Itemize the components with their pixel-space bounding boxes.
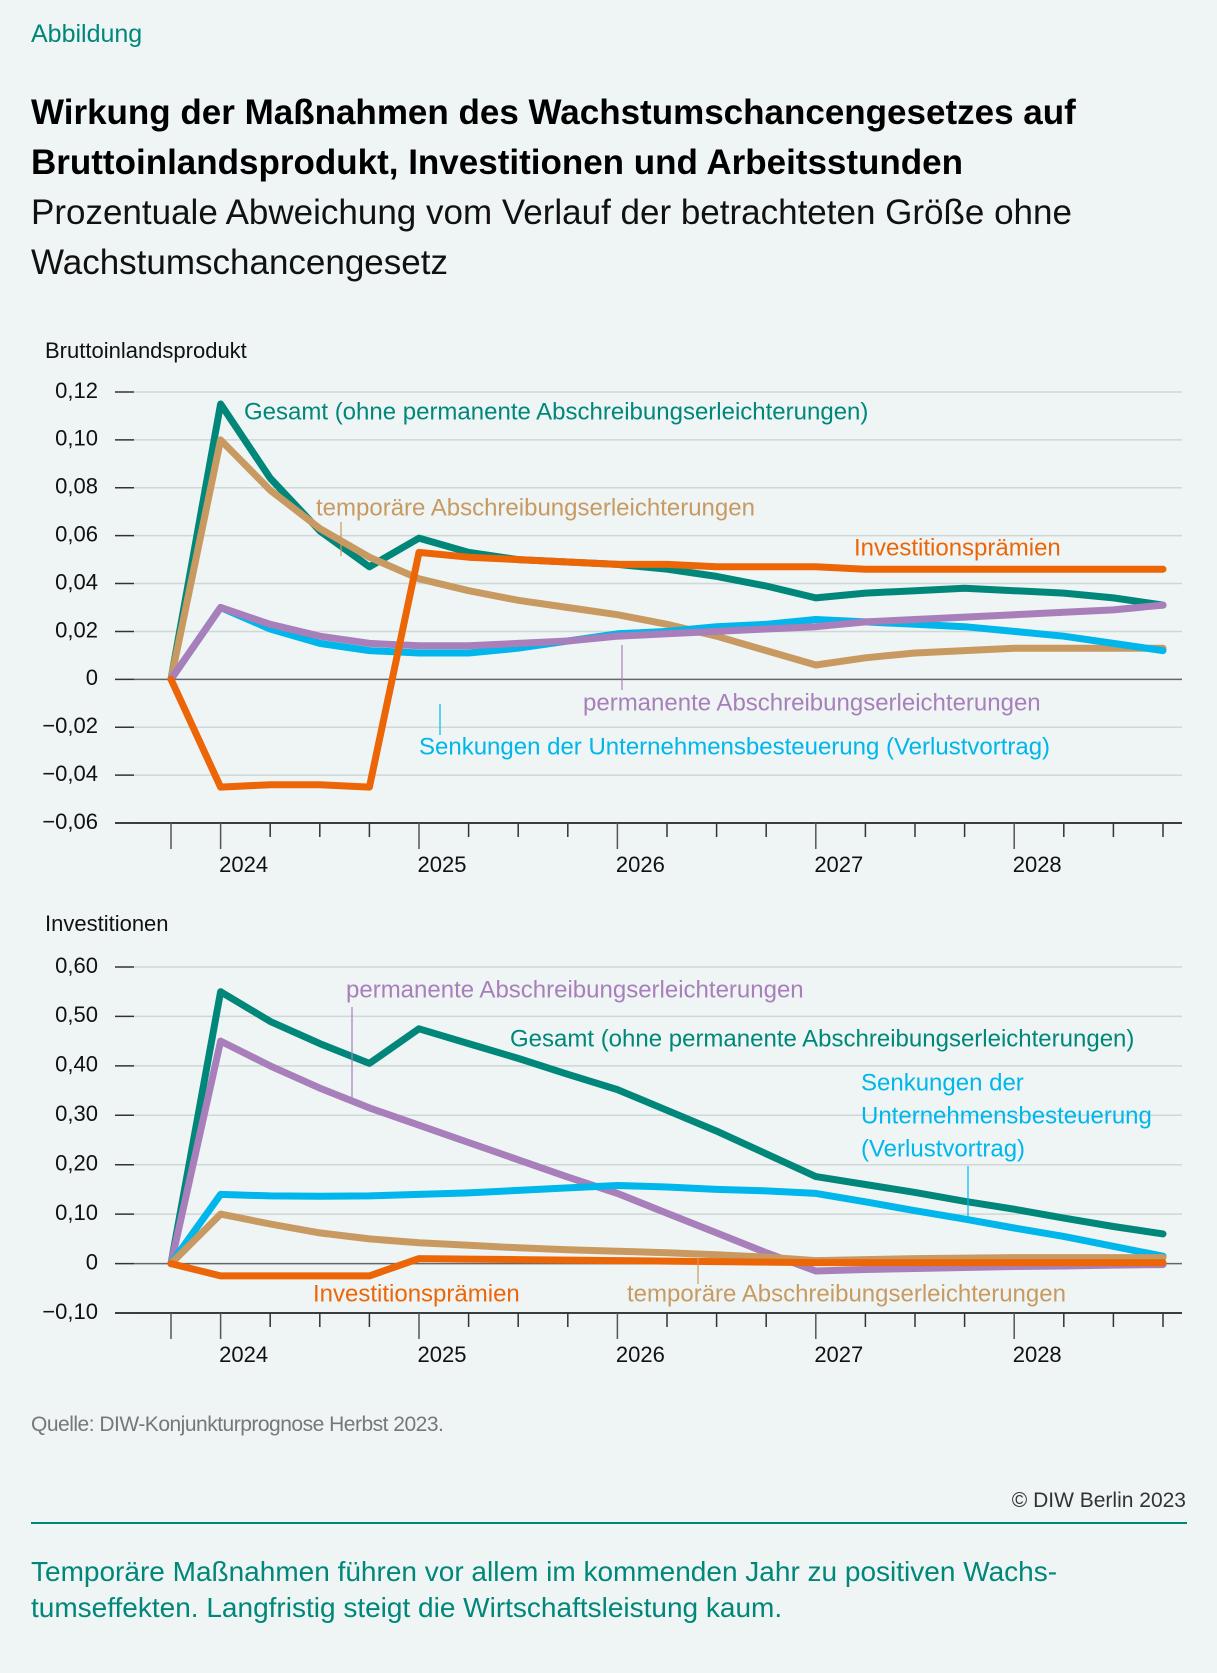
y-tick-label: 0 bbox=[86, 665, 98, 690]
copyright: © DIW Berlin 2023 bbox=[1011, 1489, 1186, 1512]
series-label-senkungen: Senkungen der Unternehmensbesteuerung (V… bbox=[419, 733, 1050, 760]
series-label-senkungen: (Verlustvortrag) bbox=[861, 1135, 1025, 1162]
divider bbox=[31, 1522, 1187, 1524]
chart-title: Wirkung der Maßnahmen des Wachstumschanc… bbox=[31, 93, 1076, 182]
series-label-permanent: permanente Abschreibungserleichterungen bbox=[583, 689, 1041, 716]
y-tick-label: 0,20 bbox=[55, 1151, 98, 1176]
series-label-senkungen: Unternehmensbesteuerung bbox=[861, 1102, 1152, 1129]
y-tick-label: 0,30 bbox=[55, 1101, 98, 1126]
y-tick-label: 0,06 bbox=[55, 521, 98, 546]
y-tick-label: −0,06 bbox=[42, 809, 98, 834]
series-line-temporaer bbox=[167, 1210, 1167, 1268]
y-tick-label: −0,10 bbox=[42, 1299, 98, 1324]
y-tick-label: 0,08 bbox=[55, 474, 98, 499]
series-line-senkungen bbox=[167, 604, 1167, 683]
x-tick-label: 2028 bbox=[1013, 852, 1062, 877]
x-tick-label: 2025 bbox=[418, 1342, 467, 1367]
series-label-gesamt: Gesamt (ohne permanente Abschreibungserl… bbox=[510, 1025, 1134, 1052]
y-tick-label: 0,02 bbox=[55, 617, 98, 642]
series-line-permanent bbox=[167, 1037, 1167, 1275]
figure-kicker: Abbildung bbox=[31, 20, 143, 48]
series-label-temporaer: temporäre Abschreibungserleichterungen bbox=[316, 494, 755, 521]
series-line-temporaer bbox=[167, 436, 1167, 683]
x-tick-label: 2028 bbox=[1013, 1342, 1062, 1367]
series-label-temporaer: temporäre Abschreibungserleichterungen bbox=[627, 1280, 1066, 1307]
key-takeaway: Temporäre Maßnahmen führen vor allem im … bbox=[31, 1556, 1058, 1623]
x-tick-label: 2027 bbox=[814, 1342, 863, 1367]
y-tick-label: 0 bbox=[86, 1249, 98, 1274]
y-tick-label: 0,04 bbox=[55, 569, 98, 594]
series-label-investitionspraemien: Investitionsprämien bbox=[854, 534, 1061, 561]
y-tick-label: −0,04 bbox=[42, 761, 98, 786]
chart-gdp: Bruttoinlandsprodukt 0,12 0,10 0,08 0,06 0,04… bbox=[42, 338, 1182, 877]
series-line-permanent bbox=[167, 601, 1167, 683]
y-tick-label: 0,40 bbox=[55, 1052, 98, 1077]
series-line-senkungen bbox=[167, 1182, 1167, 1268]
panel-title: Investitionen bbox=[45, 911, 169, 936]
x-tick-label: 2025 bbox=[418, 852, 467, 877]
x-tick-label: 2027 bbox=[814, 852, 863, 877]
chart-subtitle: Prozentuale Abweichung vom Verlauf der b… bbox=[31, 193, 1072, 282]
y-tick-label: 0,12 bbox=[55, 378, 98, 403]
y-tick-label: −0,02 bbox=[42, 713, 98, 738]
series-label-senkungen: Senkungen der bbox=[861, 1069, 1024, 1096]
y-tick-label: 0,10 bbox=[55, 1200, 98, 1225]
y-tick-label: 0,60 bbox=[55, 953, 98, 978]
x-tick-label: 2026 bbox=[616, 1342, 665, 1367]
series-line-gesamt bbox=[167, 400, 1167, 683]
x-tick-label: 2024 bbox=[219, 852, 268, 877]
panel-title: Bruttoinlandsprodukt bbox=[45, 338, 247, 363]
series-line-gesamt bbox=[167, 988, 1167, 1268]
series-label-investitionspraemien: Investitionsprämien bbox=[313, 1280, 520, 1307]
series-label-gesamt: Gesamt (ohne permanente Abschreibungserl… bbox=[244, 398, 868, 425]
chart-investment: Investitionen 0,60 0,50 0,40 0,30 0,20 0,10 0 −0… bbox=[42, 911, 1182, 1367]
series-label-permanent: permanente Abschreibungserleichterungen bbox=[346, 976, 804, 1003]
y-tick-label: 0,10 bbox=[55, 426, 98, 451]
series-line-investitionspraemien bbox=[167, 1255, 1167, 1280]
x-tick-label: 2026 bbox=[616, 852, 665, 877]
y-tick-label: 0,50 bbox=[55, 1002, 98, 1027]
series-line-investitionspraemien bbox=[167, 548, 1167, 791]
source-note: Quelle: DIW-Konjunkturprognose Herbst 20… bbox=[31, 1413, 444, 1436]
x-tick-label: 2024 bbox=[219, 1342, 268, 1367]
